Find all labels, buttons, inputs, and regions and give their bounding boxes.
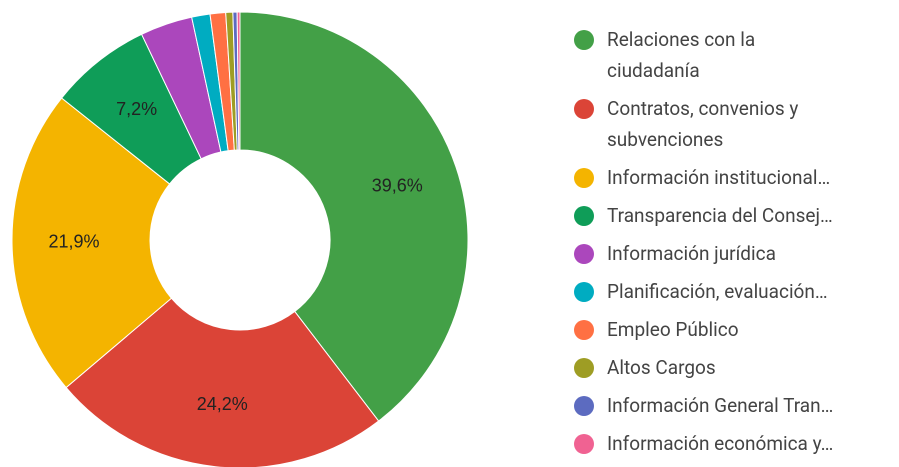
legend-swatch [574, 282, 594, 302]
slice-label: 7,2% [116, 99, 157, 119]
slice-label: 39,6% [372, 175, 423, 195]
legend: Relaciones con la ciudadanía Contratos, c… [574, 24, 899, 466]
legend-swatch [574, 206, 594, 226]
legend-label: Altos Cargos [607, 356, 716, 379]
slice [11, 97, 173, 389]
legend-label: Información económica y… [607, 432, 834, 455]
slice [239, 11, 469, 422]
legend-item: Transparencia del Consej… [574, 200, 899, 231]
legend-label: Información jurídica [607, 242, 776, 265]
legend-swatch [574, 396, 594, 416]
legend-swatch [574, 244, 594, 264]
legend-label: Contratos, convenios y subvenciones [607, 97, 799, 151]
slice [65, 297, 380, 467]
slice-label: 24,2% [197, 394, 248, 414]
slice-label: 21,9% [48, 231, 99, 251]
legend-swatch [574, 99, 594, 119]
legend-item: Información General Tran… [574, 390, 899, 421]
legend-label: Relaciones con la ciudadanía [607, 28, 756, 82]
legend-label: Planificación, evaluación… [607, 280, 828, 303]
legend-item: Planificación, evaluación… [574, 276, 899, 307]
legend-swatch [574, 168, 594, 188]
chart: 39,6% 24,2% 21,9% 7,2% [11, 11, 469, 467]
legend-item: Empleo Público [574, 314, 899, 345]
legend-item: Información económica y… [574, 428, 899, 459]
legend-swatch [574, 358, 594, 378]
legend-label: Empleo Público [607, 318, 739, 341]
legend-swatch [574, 30, 594, 50]
legend-label: Transparencia del Consej… [607, 204, 833, 227]
legend-label: Información institucional… [607, 166, 831, 189]
legend-swatch [574, 434, 594, 454]
legend-swatch [574, 320, 594, 340]
legend-item: Información institucional… [574, 162, 899, 193]
slice [236, 11, 241, 151]
legend-item: Información jurídica [574, 238, 899, 269]
legend-item: Altos Cargos [574, 352, 899, 383]
legend-item: Contratos, convenios y subvenciones [574, 93, 899, 155]
legend-label: Información General Tran… [607, 394, 834, 417]
legend-item: Relaciones con la ciudadanía [574, 24, 899, 86]
